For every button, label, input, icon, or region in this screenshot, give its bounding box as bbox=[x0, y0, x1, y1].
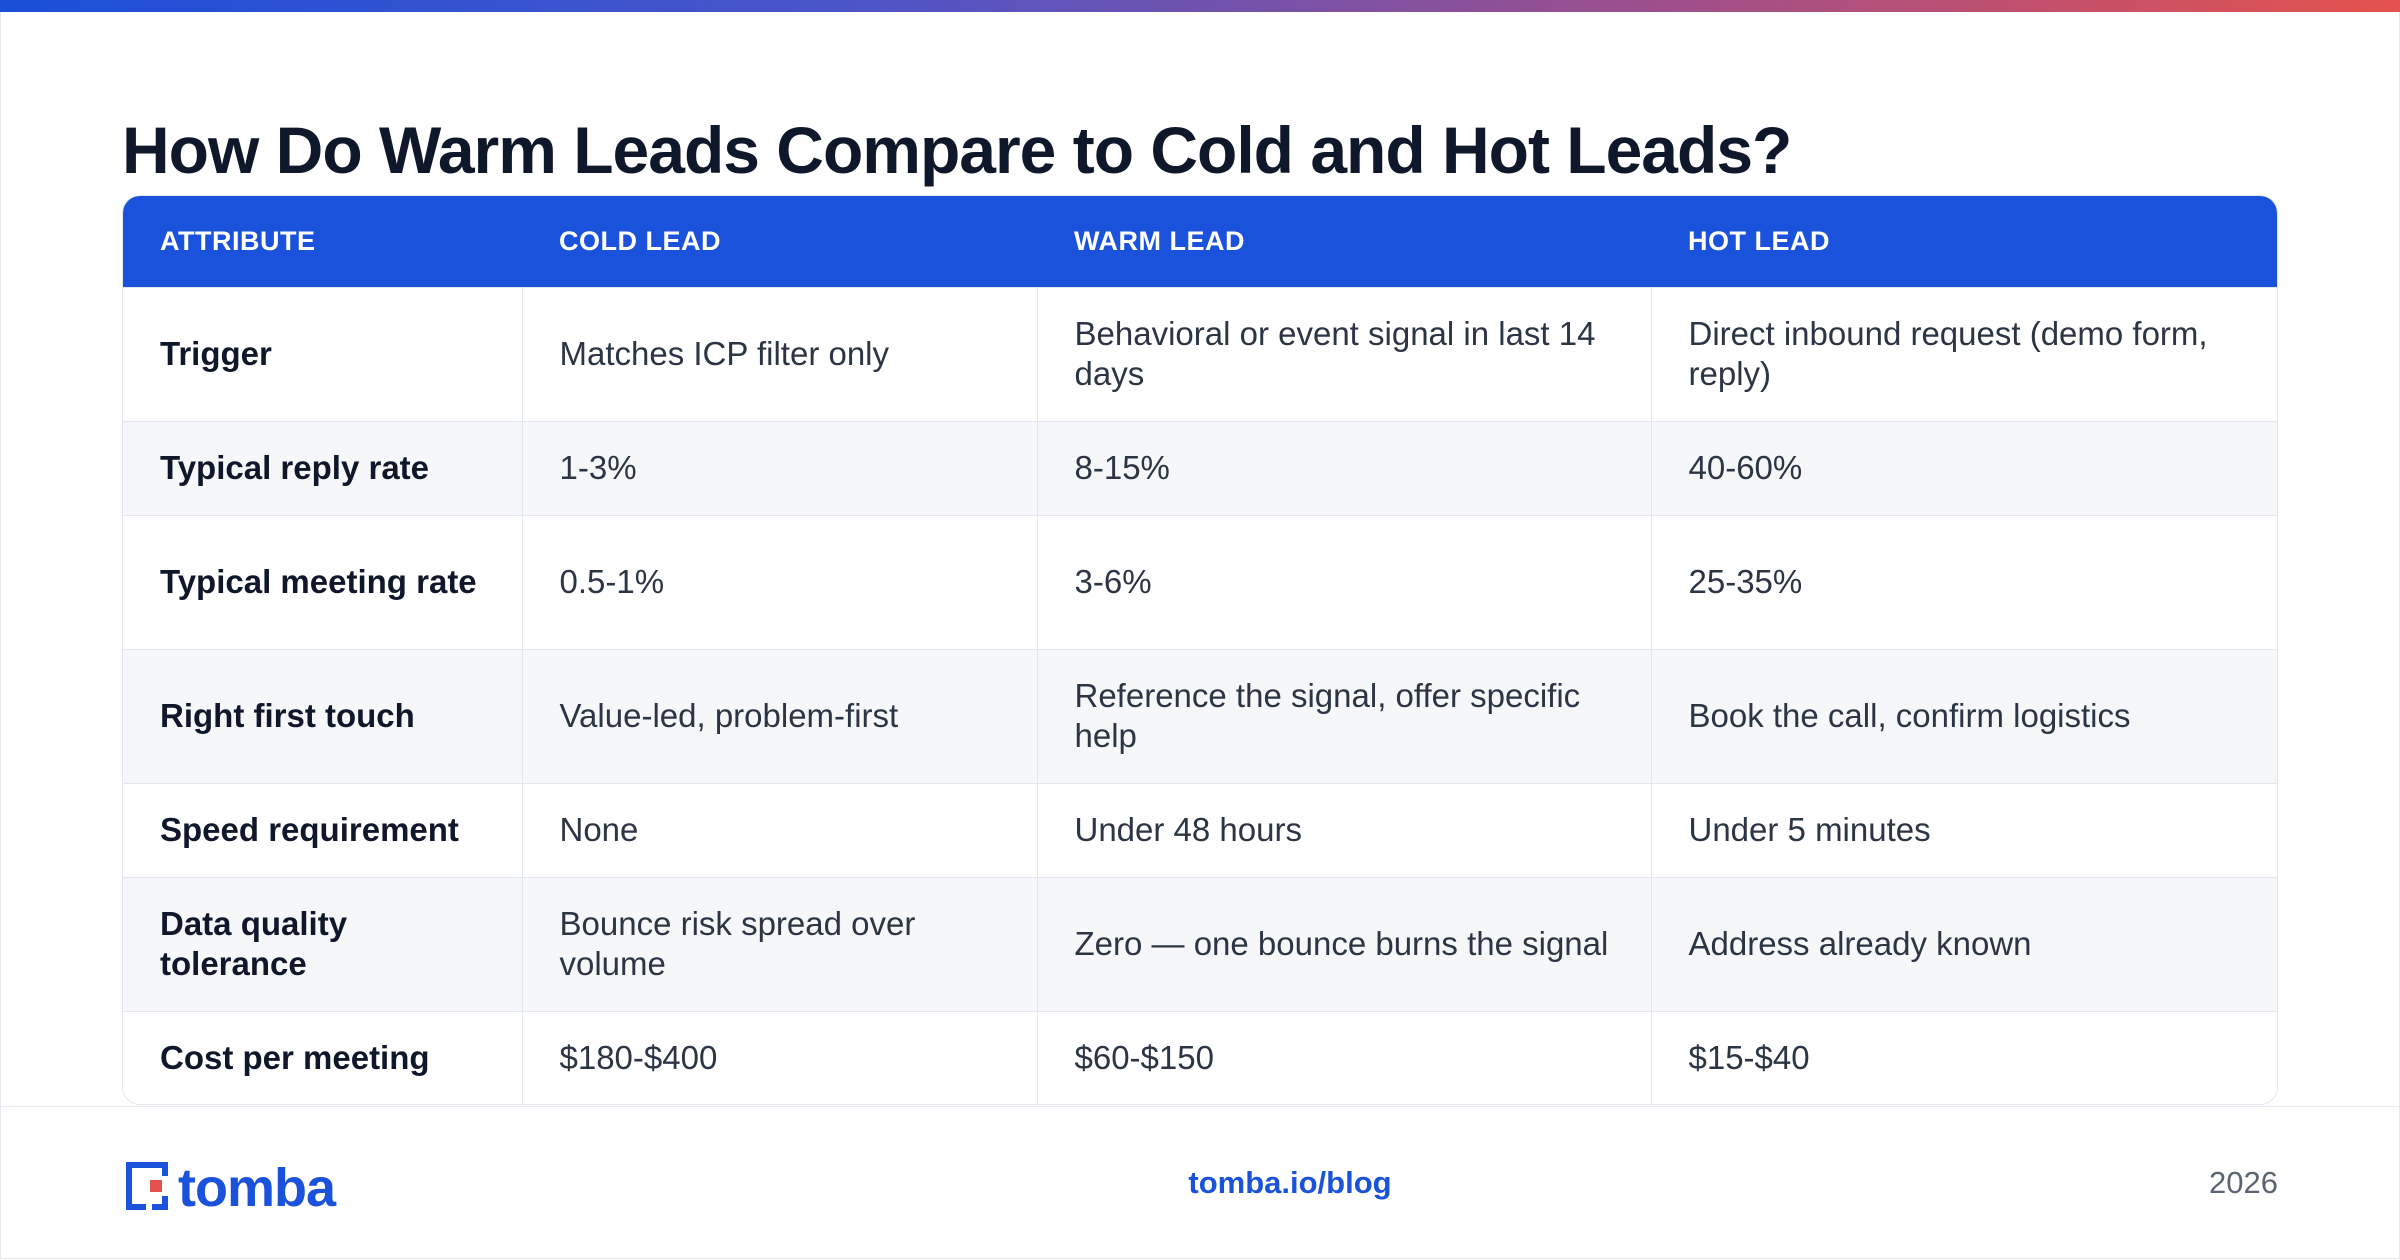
cold-cell: Matches ICP filter only bbox=[521, 287, 1037, 421]
row-attribute: Typical meeting rate bbox=[160, 563, 477, 600]
row-attribute: Speed requirement bbox=[160, 811, 459, 848]
hot-cell: Address already known bbox=[1650, 877, 2277, 1011]
cold-cell: 0.5-1% bbox=[521, 515, 1037, 649]
cold-cell: 1-3% bbox=[521, 421, 1037, 515]
blog-link[interactable]: tomba.io/blog bbox=[1188, 1165, 1392, 1200]
warm-cell: 8-15% bbox=[1036, 421, 1651, 515]
table-row: Cost per meeting $180-$400 $60-$150 $15-… bbox=[123, 1011, 2277, 1104]
footer-link-wrap: tomba.io/blog bbox=[0, 1165, 2400, 1201]
logo-wordmark: tomba bbox=[178, 1158, 337, 1214]
warm-cell: Reference the signal, offer specific hel… bbox=[1036, 649, 1651, 783]
row-attribute: Typical reply rate bbox=[160, 449, 430, 486]
row-attribute: Data quality tolerance bbox=[160, 905, 348, 982]
header-warm-lead: WARM LEAD bbox=[1074, 225, 1245, 256]
cold-cell: Bounce risk spread over volume bbox=[521, 877, 1037, 1011]
cold-cell: $180-$400 bbox=[521, 1011, 1037, 1104]
row-attribute: Cost per meeting bbox=[160, 1039, 430, 1077]
warm-cell: Behavioral or event signal in last 14 da… bbox=[1036, 287, 1651, 421]
comparison-table: ATTRIBUTE COLD LEAD WARM LEAD HOT LEAD T… bbox=[122, 195, 2278, 1105]
hot-cell: 25-35% bbox=[1650, 515, 2277, 649]
tomba-logo[interactable]: tomba bbox=[122, 1158, 378, 1214]
warm-cell: Zero — one bounce burns the signal bbox=[1036, 877, 1651, 1011]
hot-cell: 40-60% bbox=[1650, 421, 2277, 515]
footer-year: 2026 bbox=[2209, 1165, 2278, 1200]
top-gradient-bar bbox=[0, 0, 2400, 12]
warm-cell: Under 48 hours bbox=[1036, 783, 1651, 877]
hot-cell: Book the call, confirm logistics bbox=[1650, 649, 2277, 783]
hot-cell: $15-$40 bbox=[1650, 1011, 2277, 1104]
tomba-logo-icon: tomba bbox=[126, 1158, 338, 1214]
cold-cell: None bbox=[521, 783, 1037, 877]
table-row: Right first touch Value-led, problem-fir… bbox=[123, 649, 2277, 783]
header-attribute: ATTRIBUTE bbox=[160, 225, 316, 256]
table-row: Typical meeting rate 0.5-1% 3-6% 25-35% bbox=[123, 515, 2277, 649]
row-attribute: Trigger bbox=[160, 335, 272, 372]
table-row: Typical reply rate 1-3% 8-15% 40-60% bbox=[123, 421, 2277, 515]
table-header-row: ATTRIBUTE COLD LEAD WARM LEAD HOT LEAD bbox=[123, 196, 2277, 287]
header-cold-lead: COLD LEAD bbox=[559, 225, 721, 256]
footer-divider bbox=[0, 1106, 2400, 1107]
hot-cell: Direct inbound request (demo form, reply… bbox=[1650, 287, 2277, 421]
warm-cell: 3-6% bbox=[1036, 515, 1651, 649]
page-title: How Do Warm Leads Compare to Cold and Ho… bbox=[122, 113, 1792, 187]
table-row: Data quality tolerance Bounce risk sprea… bbox=[123, 877, 2277, 1011]
table-row: Trigger Matches ICP filter only Behavior… bbox=[123, 287, 2277, 421]
cold-cell: Value-led, problem-first bbox=[521, 649, 1037, 783]
header-hot-lead: HOT LEAD bbox=[1688, 225, 1830, 256]
table-row: Speed requirement None Under 48 hours Un… bbox=[123, 783, 2277, 877]
row-attribute: Right first touch bbox=[160, 697, 415, 734]
hot-cell: Under 5 minutes bbox=[1650, 783, 2277, 877]
warm-cell: $60-$150 bbox=[1036, 1011, 1651, 1104]
